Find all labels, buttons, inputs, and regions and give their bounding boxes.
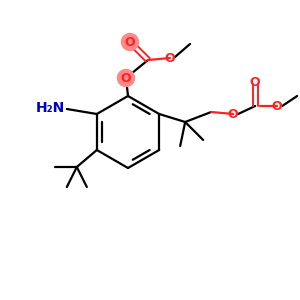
Text: O: O: [228, 107, 238, 121]
Text: O: O: [125, 35, 135, 49]
Circle shape: [122, 34, 139, 50]
Text: O: O: [272, 100, 283, 112]
Circle shape: [118, 70, 134, 86]
Text: H₂N: H₂N: [36, 101, 65, 115]
Text: O: O: [165, 52, 175, 64]
Text: O: O: [250, 76, 260, 89]
Text: O: O: [121, 71, 131, 85]
